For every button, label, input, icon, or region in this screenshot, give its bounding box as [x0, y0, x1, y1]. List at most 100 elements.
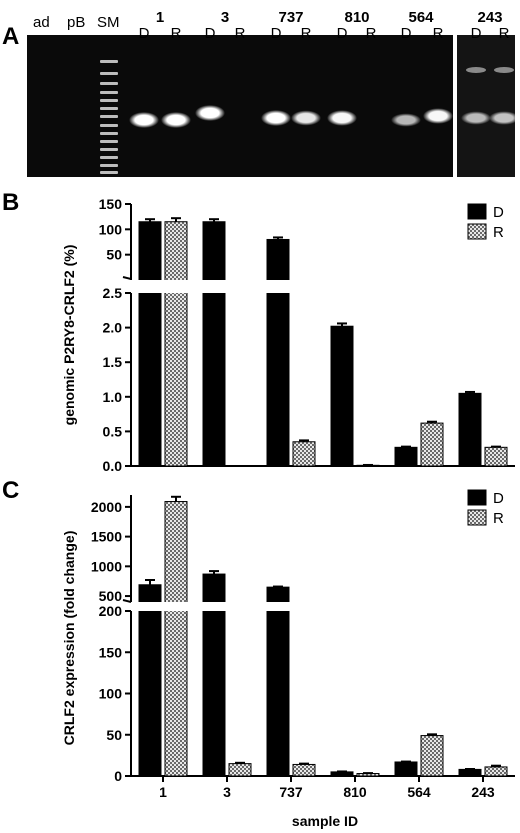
- y-tick-label: 1500: [91, 529, 122, 545]
- panel-label-c: C: [2, 477, 19, 504]
- gel-band: [261, 110, 291, 126]
- x-tick-label: 243: [471, 784, 495, 800]
- sample-label-243: 243: [477, 9, 502, 26]
- sample-label-737: 737: [278, 9, 303, 26]
- gel-label-sm: SM: [97, 14, 120, 31]
- ladder-band: [100, 156, 118, 159]
- bar-D-1: [138, 584, 162, 777]
- gel-band-faint: [494, 67, 514, 73]
- legend-label-R: R: [493, 510, 504, 527]
- gel-band: [291, 110, 321, 126]
- bar-R-3: [228, 763, 252, 777]
- lane-label: R: [366, 25, 377, 42]
- x-tick-label: 564: [407, 784, 431, 800]
- y-tick-label: 0: [114, 768, 122, 784]
- y-tick-label: 1.0: [103, 389, 123, 405]
- bar-D-737: [266, 586, 290, 777]
- ladder-band: [100, 148, 118, 151]
- sample-label-810: 810: [344, 9, 369, 26]
- x-tick-label: 737: [279, 784, 303, 800]
- legend-swatch-D: [467, 489, 487, 506]
- y-tick-label: 2.5: [103, 285, 123, 301]
- legend-label-R: R: [493, 224, 504, 241]
- bar-D-810: [330, 325, 354, 467]
- legend-swatch-R: [467, 223, 487, 240]
- bar-D-737: [266, 238, 290, 467]
- lane-label: D: [205, 25, 216, 42]
- axis-break-gap: [132, 602, 516, 611]
- legend-label-D: D: [493, 204, 504, 221]
- x-tick-label: 3: [223, 784, 231, 800]
- y-tick-label: 100: [99, 686, 123, 702]
- lane-label: R: [171, 25, 182, 42]
- x-tick-label: 1: [159, 784, 167, 800]
- bar-D-564: [394, 446, 418, 467]
- gel-image-inset: [457, 35, 515, 177]
- y-tick-label: 1.5: [103, 354, 123, 370]
- bar-D-810: [330, 771, 354, 777]
- sample-label-3: 3: [221, 9, 229, 26]
- y-tick-label: 150: [99, 644, 123, 660]
- chart-b-plot: 0.0 0.5 1.0 1.5 2.0 2.5 50 100 150: [99, 196, 516, 474]
- bar-R-1: [164, 501, 188, 777]
- bar-R-564: [420, 735, 444, 777]
- ladder-band: [100, 124, 118, 127]
- lane-label: D: [271, 25, 282, 42]
- panel-label-b: B: [2, 189, 19, 216]
- ladder-band: [100, 91, 118, 94]
- sample-label-564: 564: [408, 9, 434, 26]
- x-tick-label: 810: [343, 784, 367, 800]
- y-tick-label: 2000: [91, 499, 122, 515]
- gel-band: [423, 108, 453, 124]
- bar-R-564: [420, 422, 444, 467]
- gel-band: [195, 105, 225, 121]
- y-tick-label: 1000: [91, 558, 122, 574]
- lane-label: R: [433, 25, 444, 42]
- ladder-band: [100, 72, 118, 75]
- gel-band: [327, 110, 357, 126]
- y-tick-label: 150: [99, 196, 123, 212]
- lane-label: R: [499, 25, 510, 42]
- y-axis-label: genomic P2RY8-CRLF2 (%): [61, 245, 77, 426]
- x-axis-label: sample ID: [292, 813, 358, 829]
- y-tick-label: 0.0: [103, 458, 123, 474]
- ladder-band: [100, 99, 118, 102]
- gel-band: [129, 112, 159, 128]
- gel-band: [391, 113, 421, 127]
- y-tick-label: 50: [106, 247, 122, 263]
- lane-label: D: [337, 25, 348, 42]
- chart-b-legend: DR: [467, 203, 504, 241]
- chart-b: B genomic P2RY8-CRLF2 (%) 0.0 0.5 1.0 1.5 2.…: [2, 189, 516, 474]
- y-tick-label: 0.5: [103, 423, 123, 439]
- ladder-band: [100, 132, 118, 135]
- ladder-band: [100, 164, 118, 167]
- sample-label-1: 1: [156, 9, 164, 26]
- size-marker-ladder: [100, 60, 118, 174]
- bar-R-737: [292, 441, 316, 467]
- axis-break-mark: [122, 599, 132, 603]
- bar-R-1: [164, 221, 188, 467]
- ladder-band: [100, 82, 118, 85]
- legend-swatch-D: [467, 203, 487, 220]
- y-tick-label: 200: [99, 603, 123, 619]
- legend-label-D: D: [493, 490, 504, 507]
- ladder-band: [100, 60, 118, 63]
- y-tick-label: 2.0: [103, 320, 123, 336]
- ladder-band: [100, 107, 118, 110]
- axis-break-gap: [132, 280, 516, 293]
- legend-swatch-R: [467, 509, 487, 526]
- gel-image-main: [27, 35, 453, 177]
- bar-D-3: [202, 221, 226, 467]
- bar-R-243: [484, 446, 508, 467]
- bar-D-243: [458, 768, 482, 777]
- gel-label-pb: pB: [67, 14, 85, 31]
- ladder-band: [100, 115, 118, 118]
- lane-label: D: [139, 25, 150, 42]
- ladder-band: [100, 171, 118, 174]
- bar-D-243: [458, 392, 482, 467]
- chart-c-legend: DR: [467, 489, 504, 527]
